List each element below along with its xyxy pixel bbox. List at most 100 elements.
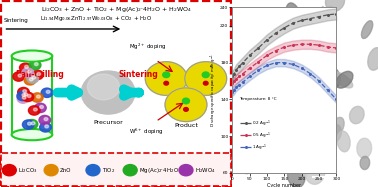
Circle shape (18, 88, 29, 97)
Ellipse shape (273, 93, 284, 126)
Text: ZnO: ZnO (60, 168, 71, 173)
Circle shape (26, 119, 38, 129)
Circle shape (37, 73, 40, 76)
Text: Mg(Ac)$_2$$\cdot$4H$_2$O: Mg(Ac)$_2$$\cdot$4H$_2$O (139, 166, 179, 175)
Text: Precursor: Precursor (93, 120, 123, 125)
0.2 Ag$^{-1}$ (240, 62, 245, 64)
Ellipse shape (286, 3, 304, 37)
Circle shape (46, 90, 50, 93)
0.5 Ag$^{-1}$ (230, 82, 235, 84)
Ellipse shape (304, 156, 324, 172)
Ellipse shape (274, 119, 291, 142)
FancyBboxPatch shape (1, 153, 231, 186)
Ellipse shape (288, 164, 305, 187)
0.5 Ag$^{-1}$ (248, 67, 252, 69)
Circle shape (25, 65, 28, 68)
1 Ag$^{-1}$ (291, 63, 295, 66)
Circle shape (203, 81, 208, 85)
Text: Li$_{1.94}$Mg$_{0.06}$ZnTi$_{2.97}$W$_{0.03}$O$_8$ + CO$_2$ + H$_2$O: Li$_{1.94}$Mg$_{0.06}$ZnTi$_{2.97}$W$_{0… (40, 14, 152, 23)
1 Ag$^{-1}$ (282, 62, 287, 64)
Circle shape (40, 105, 43, 108)
Circle shape (123, 165, 137, 176)
0.5 Ag$^{-1}$ (282, 46, 287, 48)
Ellipse shape (319, 65, 340, 90)
Circle shape (44, 165, 58, 176)
Circle shape (44, 118, 48, 121)
Circle shape (29, 60, 41, 70)
0.2 Ag$^{-1}$ (234, 69, 238, 71)
X-axis label: Cycle number: Cycle number (267, 183, 302, 187)
0.5 Ag$^{-1}$ (325, 46, 330, 48)
Text: Mg$^{2+}$ doping: Mg$^{2+}$ doping (129, 42, 166, 52)
Circle shape (40, 123, 51, 132)
Circle shape (27, 94, 31, 97)
0.5 Ag$^{-1}$ (237, 75, 242, 78)
0.2 Ag$^{-1}$ (334, 13, 339, 15)
1 Ag$^{-1}$ (256, 69, 261, 71)
Ellipse shape (305, 158, 325, 184)
Circle shape (45, 125, 48, 128)
Circle shape (145, 62, 187, 95)
Circle shape (32, 70, 43, 80)
Circle shape (13, 72, 25, 81)
Circle shape (34, 103, 46, 113)
Ellipse shape (298, 64, 318, 80)
Circle shape (19, 91, 31, 100)
Ellipse shape (357, 138, 372, 158)
0.2 Ag$^{-1}$ (232, 73, 237, 75)
0.2 Ag$^{-1}$ (248, 54, 252, 56)
Circle shape (163, 72, 170, 78)
Circle shape (22, 96, 26, 99)
Ellipse shape (368, 48, 378, 70)
Circle shape (17, 91, 28, 101)
0.2 Ag$^{-1}$ (291, 22, 295, 24)
Circle shape (81, 71, 135, 114)
Text: H$_2$WO$_4$: H$_2$WO$_4$ (195, 166, 216, 175)
Text: Li$_2$CO$_3$: Li$_2$CO$_3$ (18, 166, 38, 175)
0.2 Ag$^{-1}$ (299, 19, 304, 22)
Text: Li$_2$CO$_3$ + ZnO + TiO$_2$ + Mg(Ac)$_2$$\cdot$4H$_2$O + H$_2$WO$_4$: Li$_2$CO$_3$ + ZnO + TiO$_2$ + Mg(Ac)$_2… (41, 5, 192, 14)
0.5 Ag$^{-1}$ (317, 44, 321, 46)
Circle shape (41, 88, 53, 97)
Circle shape (28, 106, 40, 115)
Circle shape (34, 63, 38, 66)
Circle shape (20, 63, 31, 73)
Bar (12, 56, 52, 135)
Circle shape (22, 94, 26, 96)
Circle shape (2, 165, 16, 176)
Line: 0.2 Ag$^{-1}$: 0.2 Ag$^{-1}$ (232, 13, 337, 77)
1 Ag$^{-1}$ (334, 98, 339, 101)
Ellipse shape (299, 74, 321, 101)
1 Ag$^{-1}$ (308, 73, 313, 75)
Circle shape (179, 165, 193, 176)
1 Ag$^{-1}$ (248, 75, 252, 78)
0.2 Ag$^{-1}$ (325, 14, 330, 16)
Text: Sintering: Sintering (118, 70, 158, 79)
0.5 Ag$^{-1}$ (308, 43, 313, 45)
Ellipse shape (248, 104, 261, 121)
Ellipse shape (361, 21, 373, 39)
Ellipse shape (260, 68, 280, 95)
0.2 Ag$^{-1}$ (237, 65, 242, 68)
Circle shape (32, 76, 36, 79)
1 Ag$^{-1}$ (237, 84, 242, 86)
1 Ag$^{-1}$ (240, 81, 245, 83)
0.5 Ag$^{-1}$ (232, 80, 237, 82)
Ellipse shape (238, 95, 254, 117)
Circle shape (17, 94, 29, 103)
Circle shape (39, 115, 51, 125)
Text: Temperature: 8 °C: Temperature: 8 °C (239, 97, 276, 101)
Text: Product: Product (174, 123, 198, 128)
Ellipse shape (325, 0, 345, 11)
Ellipse shape (293, 77, 304, 92)
Text: W$^{6+}$ doping: W$^{6+}$ doping (129, 127, 164, 137)
Circle shape (165, 88, 207, 122)
Legend: 0.2 Ag$^{-1}$, 0.5 Ag$^{-1}$, 1 Ag$^{-1}$: 0.2 Ag$^{-1}$, 0.5 Ag$^{-1}$, 1 Ag$^{-1}… (239, 117, 274, 154)
0.2 Ag$^{-1}$ (308, 17, 313, 20)
0.2 Ag$^{-1}$ (317, 16, 321, 18)
Ellipse shape (326, 124, 341, 143)
Circle shape (27, 74, 39, 83)
Ellipse shape (331, 117, 344, 136)
Ellipse shape (295, 153, 307, 176)
1 Ag$^{-1}$ (230, 91, 235, 93)
